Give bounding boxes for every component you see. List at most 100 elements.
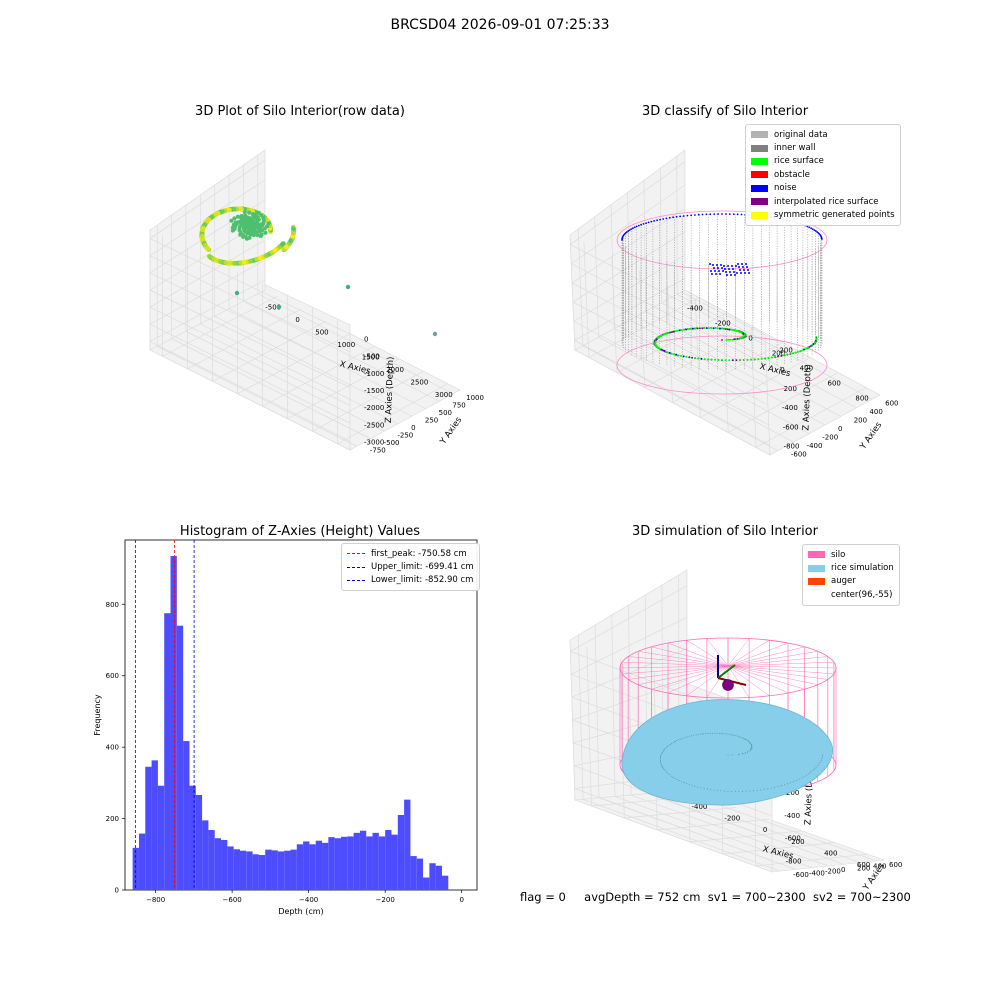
rice-surface-point [740, 336, 743, 339]
rice-surface-point [735, 330, 738, 333]
legend-swatch [808, 551, 825, 559]
raw-point [242, 210, 247, 215]
rice-surface-point [714, 327, 717, 330]
rice-mesh-point [752, 790, 754, 792]
rice-surface-point [668, 352, 671, 354]
noise-point [719, 273, 721, 275]
y-tick-label: 0 [841, 866, 845, 874]
y-tick-label: -200 [822, 434, 838, 442]
rice-mesh-point [821, 756, 823, 758]
grid-line [750, 327, 757, 448]
histogram-bar [277, 851, 285, 890]
rice-mesh-point [661, 765, 663, 767]
legend-swatch [751, 198, 768, 206]
silo-roof-line [628, 656, 729, 667]
rice-surface-point [803, 348, 805, 351]
rice-surface-point [665, 350, 667, 353]
noise-point [730, 274, 732, 276]
grid-line [149, 289, 351, 388]
grid-line [287, 358, 400, 420]
grid-line [661, 302, 857, 409]
rice-surface-point [690, 328, 692, 330]
rice-surface-point [807, 346, 809, 349]
grid-line [185, 330, 385, 432]
rice-mesh-point [667, 773, 669, 775]
histogram-bar [359, 830, 367, 890]
grid-line [583, 242, 590, 358]
rice-mesh-point [737, 735, 738, 737]
rice-surface-point [739, 359, 741, 361]
silo-roof-line [727, 665, 828, 680]
grid-line [149, 255, 351, 353]
rice-surface-point [770, 356, 773, 359]
legend-item-upper-limit: Upper_limit: -699.41 cm [347, 560, 474, 573]
rice-surface-point [660, 335, 663, 337]
outlier-point [276, 304, 282, 310]
grid-line [149, 279, 266, 342]
rice-surface-point [677, 354, 680, 357]
raw-point [290, 231, 296, 236]
noise-point [744, 272, 746, 274]
legend-swatch [751, 171, 768, 179]
histogram-bar [429, 863, 436, 890]
rice-mesh-point [745, 739, 747, 741]
rice-mesh-point [738, 753, 740, 755]
rice-surface-point [678, 329, 681, 332]
rice-mesh-point [748, 741, 750, 743]
histogram-bar [151, 760, 158, 890]
rice-mesh-point [723, 733, 725, 735]
raw-point [288, 238, 293, 243]
rice-mesh-point [659, 758, 661, 760]
noise-point [725, 213, 727, 215]
rice-mesh-point [750, 742, 751, 744]
x-tick-label: 200 [791, 838, 804, 846]
grid-line [570, 616, 688, 675]
rice-surface-point [685, 355, 688, 358]
silo-roof-line [727, 665, 818, 685]
noise-point [716, 264, 718, 266]
raw-point [232, 207, 237, 212]
histogram-bar [347, 836, 354, 890]
rice-surface-point [703, 327, 706, 330]
rice-surface-point [697, 357, 700, 360]
noise-point [709, 263, 711, 265]
raw-point [255, 233, 260, 238]
grid-line [722, 313, 729, 433]
noise-point [811, 228, 814, 231]
noise-point [697, 213, 700, 216]
rice-mesh-point [702, 733, 704, 735]
rice-mesh-point [660, 754, 662, 756]
rice-mesh-point [691, 784, 693, 786]
rice-surface-point [728, 328, 731, 331]
rice-surface-point [724, 359, 727, 361]
rice-mesh-point [733, 734, 735, 736]
grid-line [627, 192, 631, 321]
z-tick-label: -600 [783, 423, 799, 431]
rice-mesh-point [735, 735, 737, 737]
raw-point [243, 234, 248, 239]
rice-surface-point [783, 354, 785, 357]
rice-mesh-point [676, 740, 678, 742]
histogram-bar [340, 836, 348, 890]
rice-mesh-point [760, 789, 762, 791]
histogram-bar [176, 625, 184, 890]
grid-line [571, 208, 686, 284]
noise-point [725, 271, 727, 273]
noise-point [723, 265, 725, 267]
histogram-bar [183, 741, 190, 890]
rice-surface-point [808, 345, 811, 348]
silo-roof-line [727, 665, 770, 696]
rice-surface-point [749, 358, 752, 361]
histogram-bar [132, 847, 139, 890]
x-tick-label: 200 [772, 350, 785, 358]
rice-mesh-point [672, 776, 674, 778]
rice-surface-point [691, 356, 694, 359]
z-tick-label: 0 [780, 366, 784, 374]
noise-point [694, 214, 696, 216]
rice-surface-point [777, 355, 779, 358]
raw-point [258, 255, 263, 261]
rice-surface-point [801, 349, 804, 352]
silo-roof-line [727, 665, 750, 698]
noise-point [722, 270, 724, 272]
silo-roof-line [628, 665, 729, 680]
